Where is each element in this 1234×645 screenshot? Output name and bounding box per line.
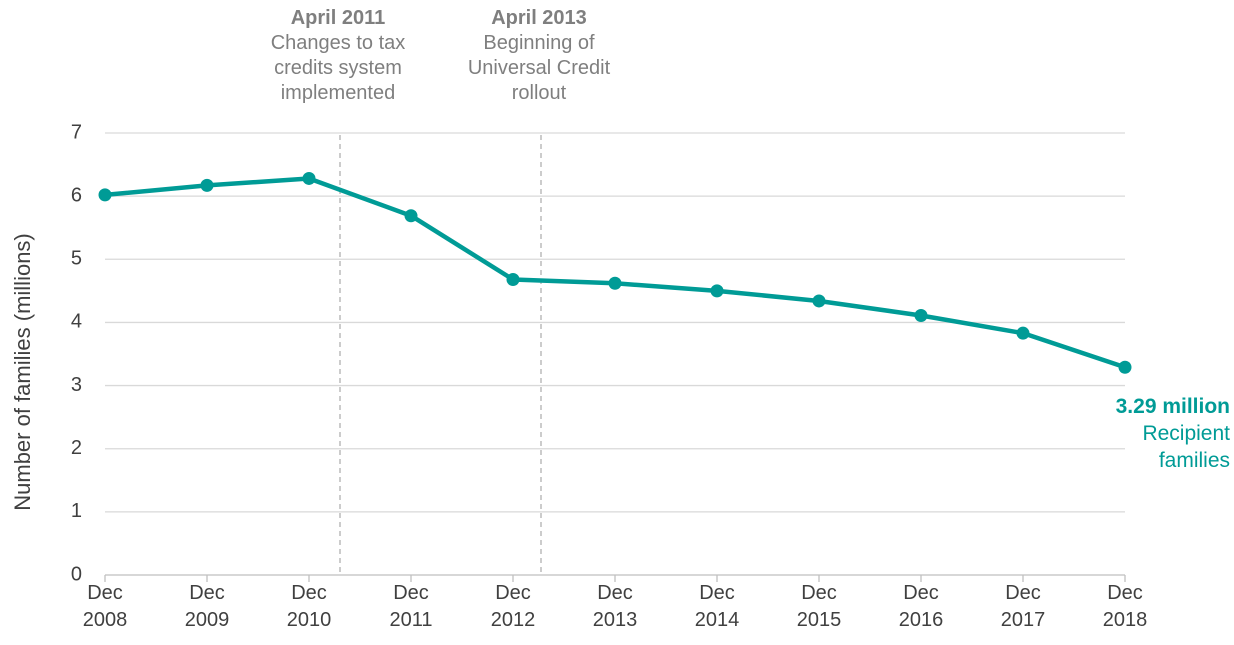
x-tick-label: Dec 2018	[1102, 582, 1148, 631]
y-axis-label: Number of families (millions)	[10, 233, 35, 511]
point	[914, 308, 928, 322]
point	[1016, 326, 1030, 340]
annotation: April 2011 Changes to tax credits system …	[258, 6, 418, 106]
x-tick-label: Dec 2008	[82, 582, 128, 631]
x-tick-label: Dec 2010	[286, 582, 332, 631]
x-tick-label: Dec 2017	[1000, 582, 1046, 631]
annotation: April 2013 Beginning of Universal Credit …	[439, 6, 639, 106]
y-tick-label: 3	[71, 374, 82, 396]
annotation-title: April 2011	[290, 7, 386, 29]
line	[104, 176, 1126, 370]
annotation-text: Beginning of Universal Credit rollout	[467, 32, 611, 104]
point	[608, 276, 622, 290]
series-label: Recipient families	[1142, 422, 1230, 472]
point	[200, 178, 214, 192]
x-tick-label: Dec 2015	[796, 582, 842, 631]
point	[98, 188, 112, 202]
value-label: 3.29 million	[1115, 395, 1230, 418]
end-label: 3.29 million Recipient families	[1116, 393, 1230, 474]
point	[1118, 360, 1132, 374]
x-tick-label: Dec 2009	[184, 582, 230, 631]
annotation-title: April 2013	[491, 7, 587, 29]
y-tick-label: 5	[71, 248, 82, 270]
point	[506, 272, 520, 286]
x-tick-label: Dec 2012	[490, 582, 536, 631]
point	[404, 209, 418, 223]
x-tick-label: Dec 2016	[898, 582, 944, 631]
x-tick-label: Dec 2013	[592, 582, 638, 631]
annotation-text: Changes to tax credits system implemente…	[270, 32, 406, 104]
y-tick-label: 6	[71, 184, 82, 206]
point	[302, 171, 316, 185]
point	[812, 294, 826, 308]
y-tick-label: 2	[71, 437, 82, 459]
x-tick-label: Dec 2014	[694, 582, 740, 631]
y-tick-label: 1	[71, 500, 82, 522]
y-tick-label: 7	[71, 121, 82, 143]
y-tick-label: 0	[71, 563, 82, 585]
point	[710, 284, 724, 298]
x-tick-label: Dec 2011	[389, 582, 433, 631]
y-tick-label: 4	[71, 311, 82, 333]
